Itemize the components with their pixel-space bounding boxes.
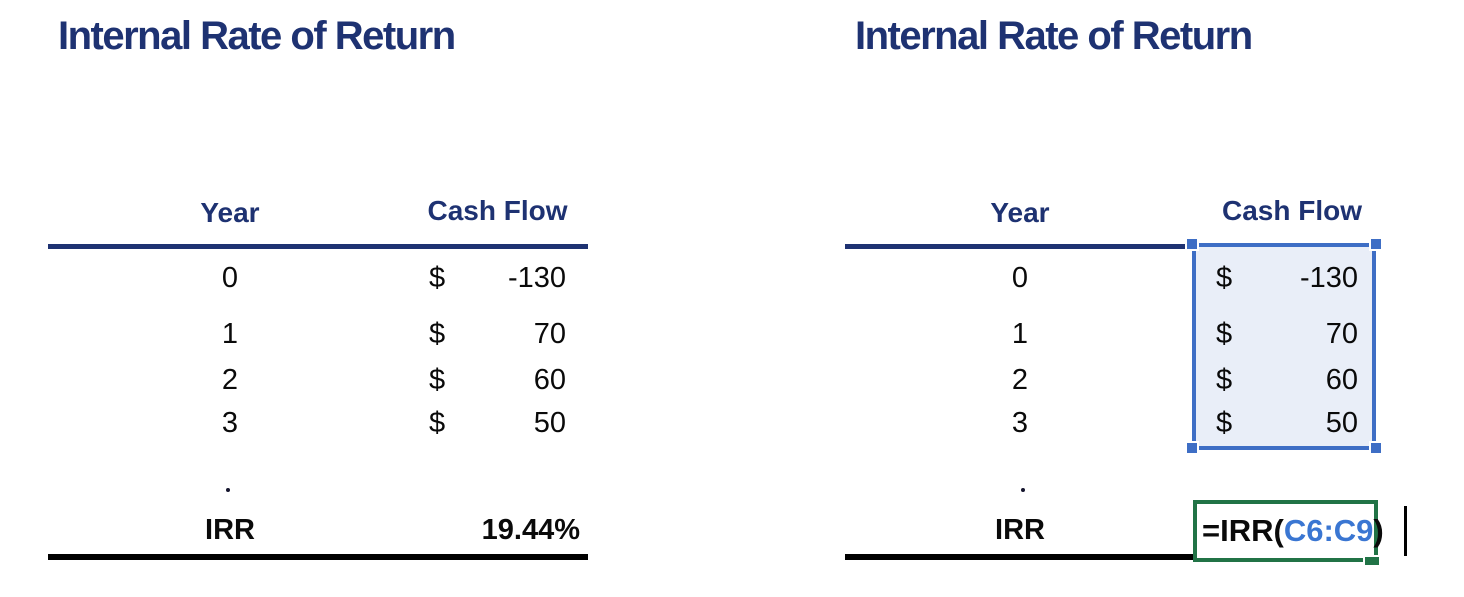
currency-cell: $: [429, 407, 446, 439]
year-cell: 2: [1011, 364, 1029, 396]
formula-suffix: ): [1373, 513, 1384, 548]
bottom-rule: [48, 554, 588, 560]
bottom-rule: [845, 554, 1193, 560]
currency-cell[interactable]: $: [1216, 318, 1233, 350]
formula-prefix: =IRR(: [1202, 513, 1284, 548]
year-cell: 0: [1011, 262, 1029, 294]
year-cell: 2: [221, 364, 239, 396]
header-rule: [48, 244, 588, 249]
irr-label: IRR: [995, 514, 1045, 546]
cell-range-selection[interactable]: [1192, 243, 1376, 450]
amount-cell[interactable]: -130: [1299, 262, 1358, 294]
selection-handle-bottom-right[interactable]: [1369, 441, 1383, 455]
page-title: Internal Rate of Return: [855, 14, 1253, 58]
amount-cell: -130: [507, 262, 566, 294]
amount-cell[interactable]: 60: [1325, 364, 1358, 396]
year-cell: 3: [221, 407, 239, 439]
selection-handle-top-right[interactable]: [1369, 237, 1383, 251]
currency-cell[interactable]: $: [1216, 407, 1233, 439]
year-cell: 0: [221, 262, 239, 294]
fill-handle[interactable]: [1363, 555, 1381, 567]
year-cell: 1: [221, 318, 239, 350]
currency-cell[interactable]: $: [1216, 262, 1233, 294]
cash-flow-column-header: Cash Flow: [1221, 195, 1362, 226]
text-cursor: [1404, 506, 1407, 556]
formula-text[interactable]: =IRR(C6:C9): [1202, 507, 1384, 555]
page-title: Internal Rate of Return: [58, 14, 456, 58]
year-cell: 1: [1011, 318, 1029, 350]
currency-cell: $: [429, 364, 446, 396]
amount-cell[interactable]: 70: [1325, 318, 1358, 350]
formula-cell[interactable]: [1193, 500, 1378, 562]
selection-handle-top-left[interactable]: [1185, 237, 1199, 251]
year-cell: 3: [1011, 407, 1029, 439]
formula-range-ref: C6:C9: [1283, 513, 1374, 548]
year-column-header: Year: [990, 197, 1050, 228]
currency-cell[interactable]: $: [1216, 364, 1233, 396]
amount-cell: 60: [533, 364, 566, 396]
currency-cell: $: [429, 318, 446, 350]
amount-cell[interactable]: 50: [1325, 407, 1358, 439]
irr-value: 19.44%: [481, 514, 580, 546]
separator-dot: [1021, 488, 1025, 492]
separator-dot: [226, 488, 230, 492]
selection-handle-bottom-left[interactable]: [1185, 441, 1199, 455]
header-rule: [845, 244, 1193, 249]
year-column-header: Year: [200, 197, 260, 228]
amount-cell: 50: [533, 407, 566, 439]
irr-label: IRR: [205, 514, 255, 546]
cash-flow-column-header: Cash Flow: [427, 195, 568, 226]
amount-cell: 70: [533, 318, 566, 350]
currency-cell: $: [429, 262, 446, 294]
